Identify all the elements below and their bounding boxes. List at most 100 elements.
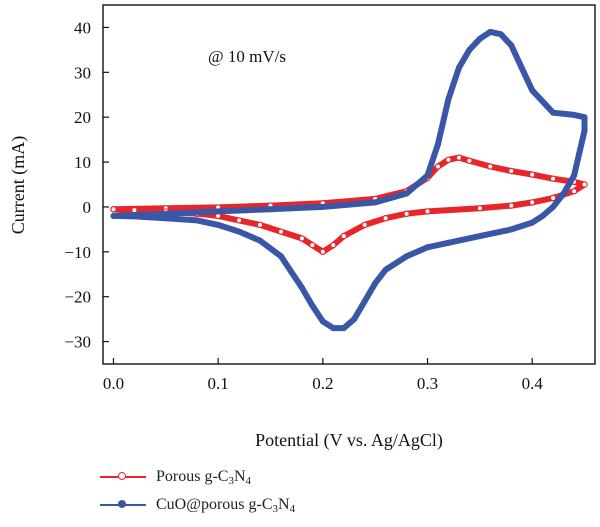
data-point <box>267 206 274 213</box>
data-point <box>576 150 583 157</box>
data-point <box>508 42 515 49</box>
data-point <box>110 205 117 213</box>
data-point <box>508 202 515 209</box>
x-tick-label: 0.1 <box>208 374 229 393</box>
data-point <box>330 325 337 332</box>
y-tick-label: −20 <box>64 288 91 307</box>
data-point <box>476 35 483 42</box>
data-point <box>361 221 368 229</box>
y-tick-label: 30 <box>74 63 91 82</box>
legend-swatch-red <box>100 470 146 484</box>
legend-item-porous: Porous g-C3N4 <box>100 463 295 491</box>
data-point <box>508 167 515 175</box>
y-tick-label: −10 <box>64 243 91 262</box>
data-point <box>529 219 536 226</box>
data-point <box>319 318 326 325</box>
data-point <box>424 244 431 251</box>
x-tick-label: 0.2 <box>312 374 333 393</box>
data-point <box>351 316 358 323</box>
data-point <box>529 199 536 206</box>
data-point <box>215 208 222 215</box>
data-point <box>382 214 389 222</box>
data-point <box>476 205 484 212</box>
data-point <box>466 46 473 53</box>
data-point <box>424 172 431 179</box>
data-point <box>131 213 138 220</box>
data-point <box>549 194 557 202</box>
data-point <box>455 64 462 71</box>
legend-label-cuo: CuO@porous g-C3N4 <box>156 495 296 515</box>
legend-label-porous: Porous g-C3N4 <box>156 467 252 487</box>
y-axis-label: Current (mA) <box>8 136 29 234</box>
legend-item-cuo: CuO@porous g-C3N4 <box>100 491 295 519</box>
data-point <box>549 175 557 182</box>
data-point <box>403 190 410 197</box>
data-point <box>340 232 347 240</box>
data-point <box>550 203 557 210</box>
series-line <box>110 28 588 332</box>
y-tick-label: 40 <box>74 18 91 37</box>
data-point <box>539 212 546 219</box>
data-point <box>581 114 588 121</box>
data-point <box>256 221 264 229</box>
data-point <box>570 187 578 195</box>
y-tick-label: 10 <box>74 153 91 172</box>
data-point <box>581 181 588 188</box>
data-point <box>434 141 441 148</box>
data-point <box>581 127 588 134</box>
y-tick-label: 20 <box>74 108 91 127</box>
data-point <box>215 221 222 228</box>
data-point <box>445 96 452 103</box>
data-point <box>309 302 316 309</box>
plot-frame <box>102 4 596 365</box>
x-tick-label: 0.3 <box>417 374 438 393</box>
data-point <box>476 233 483 240</box>
data-point <box>518 64 525 71</box>
x-tick-label: 0.4 <box>522 374 544 393</box>
data-point <box>110 212 117 219</box>
data-point <box>424 208 431 215</box>
data-point <box>529 171 536 178</box>
data-point <box>162 215 169 222</box>
data-point <box>298 284 305 291</box>
data-point <box>372 280 379 287</box>
data-point <box>277 253 284 260</box>
y-tick-label: −30 <box>64 333 91 352</box>
data-point <box>256 237 263 244</box>
data-point <box>560 190 567 197</box>
data-point <box>131 206 138 214</box>
data-point <box>361 298 368 305</box>
data-point <box>487 28 494 35</box>
data-point <box>487 163 494 170</box>
data-point <box>235 217 243 224</box>
x-axis-label: Potential (V vs. Ag/AgCl) <box>255 430 443 451</box>
data-point <box>497 31 504 38</box>
series-layer <box>110 28 588 332</box>
data-point <box>372 199 379 206</box>
series-cuo-porous-g-c3n4 <box>110 28 588 332</box>
data-point <box>455 154 463 161</box>
data-point <box>194 217 201 224</box>
data-point <box>529 87 536 94</box>
data-point <box>298 235 306 242</box>
data-point <box>330 241 337 249</box>
data-point <box>571 111 578 118</box>
data-point <box>277 228 285 235</box>
legend-swatch-blue <box>100 498 146 512</box>
data-point <box>445 156 452 163</box>
data-point <box>236 228 243 235</box>
data-point <box>382 266 389 273</box>
data-point <box>403 210 410 217</box>
y-tick-label: 0 <box>83 198 92 217</box>
data-point <box>309 241 316 249</box>
data-point <box>319 248 326 255</box>
data-point <box>288 268 295 275</box>
data-point <box>434 163 442 170</box>
data-point <box>571 172 578 179</box>
ticks-layer: 0.0 0.1 0.2 0.3 0.4 −30 −20 −10 0 10 20 30 40 <box>64 18 543 393</box>
x-tick-label: 0.0 <box>103 374 124 393</box>
legend: Porous g-C3N4 CuO@porous g-C3N4 <box>100 463 295 519</box>
data-point <box>466 157 473 164</box>
data-point <box>403 253 410 260</box>
